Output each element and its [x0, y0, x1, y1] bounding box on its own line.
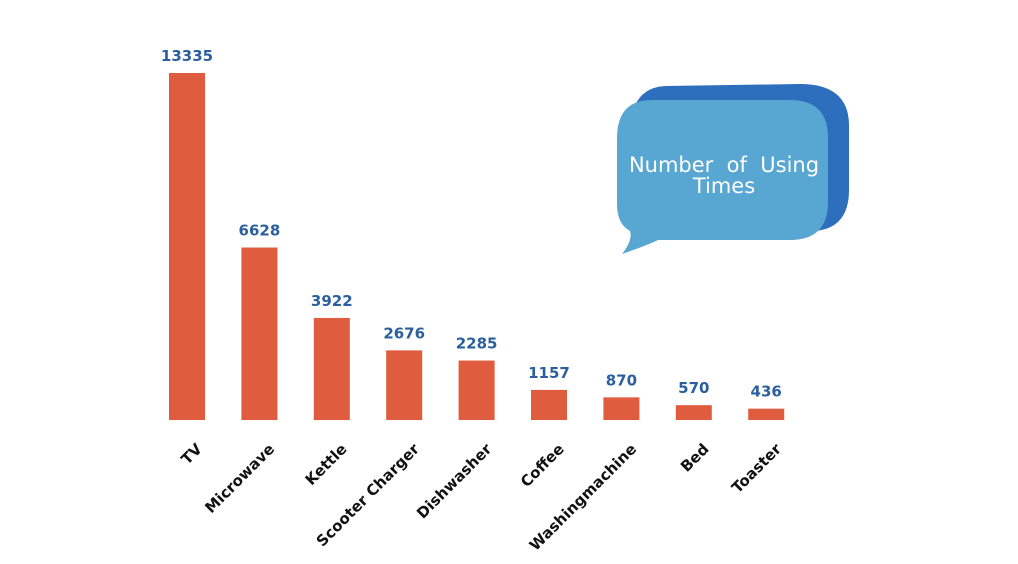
callout-bubble-body [617, 100, 828, 254]
value-label: 13335 [161, 47, 213, 65]
category-label: Bed [677, 440, 713, 476]
bar-bed [675, 405, 712, 420]
bar-tv [169, 73, 205, 420]
category-label: Toaster [728, 440, 785, 497]
category-label: TV [178, 440, 206, 468]
callout-line-2: Times [692, 174, 755, 198]
bar-washingmachine [603, 397, 640, 420]
value-label: 6628 [239, 222, 281, 240]
bars-group [169, 73, 785, 420]
bar-kettle [313, 317, 350, 420]
category-label: Kettle [302, 440, 351, 489]
value-label: 2285 [456, 335, 498, 353]
value-label: 436 [751, 383, 782, 401]
category-label: Microwave [201, 440, 278, 517]
callout-line-1: Number of Using [629, 153, 819, 177]
bar-dishwasher [458, 360, 495, 420]
bar-microwave [241, 247, 278, 420]
bar-scooter-charger [386, 350, 423, 420]
category-label: Coffee [517, 440, 568, 491]
value-label: 570 [678, 379, 709, 397]
value-labels-group: 13335 6628 3922 2676 2285 1157 870 570 436 [161, 47, 782, 401]
callout-bubble: Number of Using Times [617, 84, 849, 254]
category-label: Dishwasher [413, 440, 496, 523]
value-label: 2676 [383, 324, 425, 342]
value-label: 870 [606, 371, 637, 389]
bar-coffee [531, 389, 567, 420]
value-label: 3922 [311, 292, 353, 310]
value-label: 1157 [528, 364, 570, 382]
bar-toaster [748, 408, 785, 420]
